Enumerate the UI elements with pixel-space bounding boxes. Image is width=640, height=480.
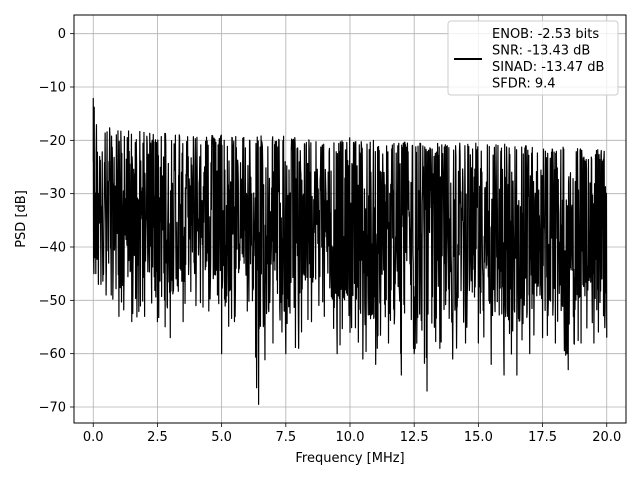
legend-entry: SINAD: -13.47 dB — [492, 60, 604, 75]
legend-entry: SFDR: 9.4 — [492, 77, 556, 92]
x-tick-label: 2.5 — [147, 430, 168, 445]
legend-entry: ENOB: -2.53 bits — [492, 27, 599, 42]
y-tick-label: −20 — [39, 134, 66, 149]
x-tick-label: 0.0 — [83, 430, 104, 445]
y-tick-label: −70 — [39, 401, 66, 416]
x-tick-label: 7.5 — [275, 430, 296, 445]
x-tick-label: 15.0 — [464, 430, 493, 445]
y-tick-label: −10 — [39, 81, 66, 96]
data-layer — [92, 97, 608, 405]
y-tick-label: −50 — [39, 294, 66, 309]
x-axis-label: Frequency [MHz] — [295, 451, 404, 466]
tick-layer: 0.0 2.5 5.0 7.5 10.0 12.5 15.0 17.5 20.0 0 −10 −20 −… — [39, 27, 622, 445]
x-tick-label: 20.0 — [592, 430, 621, 445]
legend-entry: SNR: -13.43 dB — [492, 44, 590, 59]
x-tick-label: 5.0 — [211, 430, 232, 445]
legend-box — [447, 20, 619, 96]
y-tick-label: −30 — [39, 187, 66, 202]
y-axis-label: PSD [dB] — [14, 190, 29, 248]
x-tick-label: 10.0 — [336, 430, 365, 445]
psd-series-line — [92, 97, 608, 405]
y-tick-label: −40 — [39, 241, 66, 256]
y-tick-label: −60 — [39, 347, 66, 362]
x-tick-label: 12.5 — [400, 430, 429, 445]
x-tick-label: 17.5 — [528, 430, 557, 445]
y-tick-label: 0 — [58, 27, 66, 42]
